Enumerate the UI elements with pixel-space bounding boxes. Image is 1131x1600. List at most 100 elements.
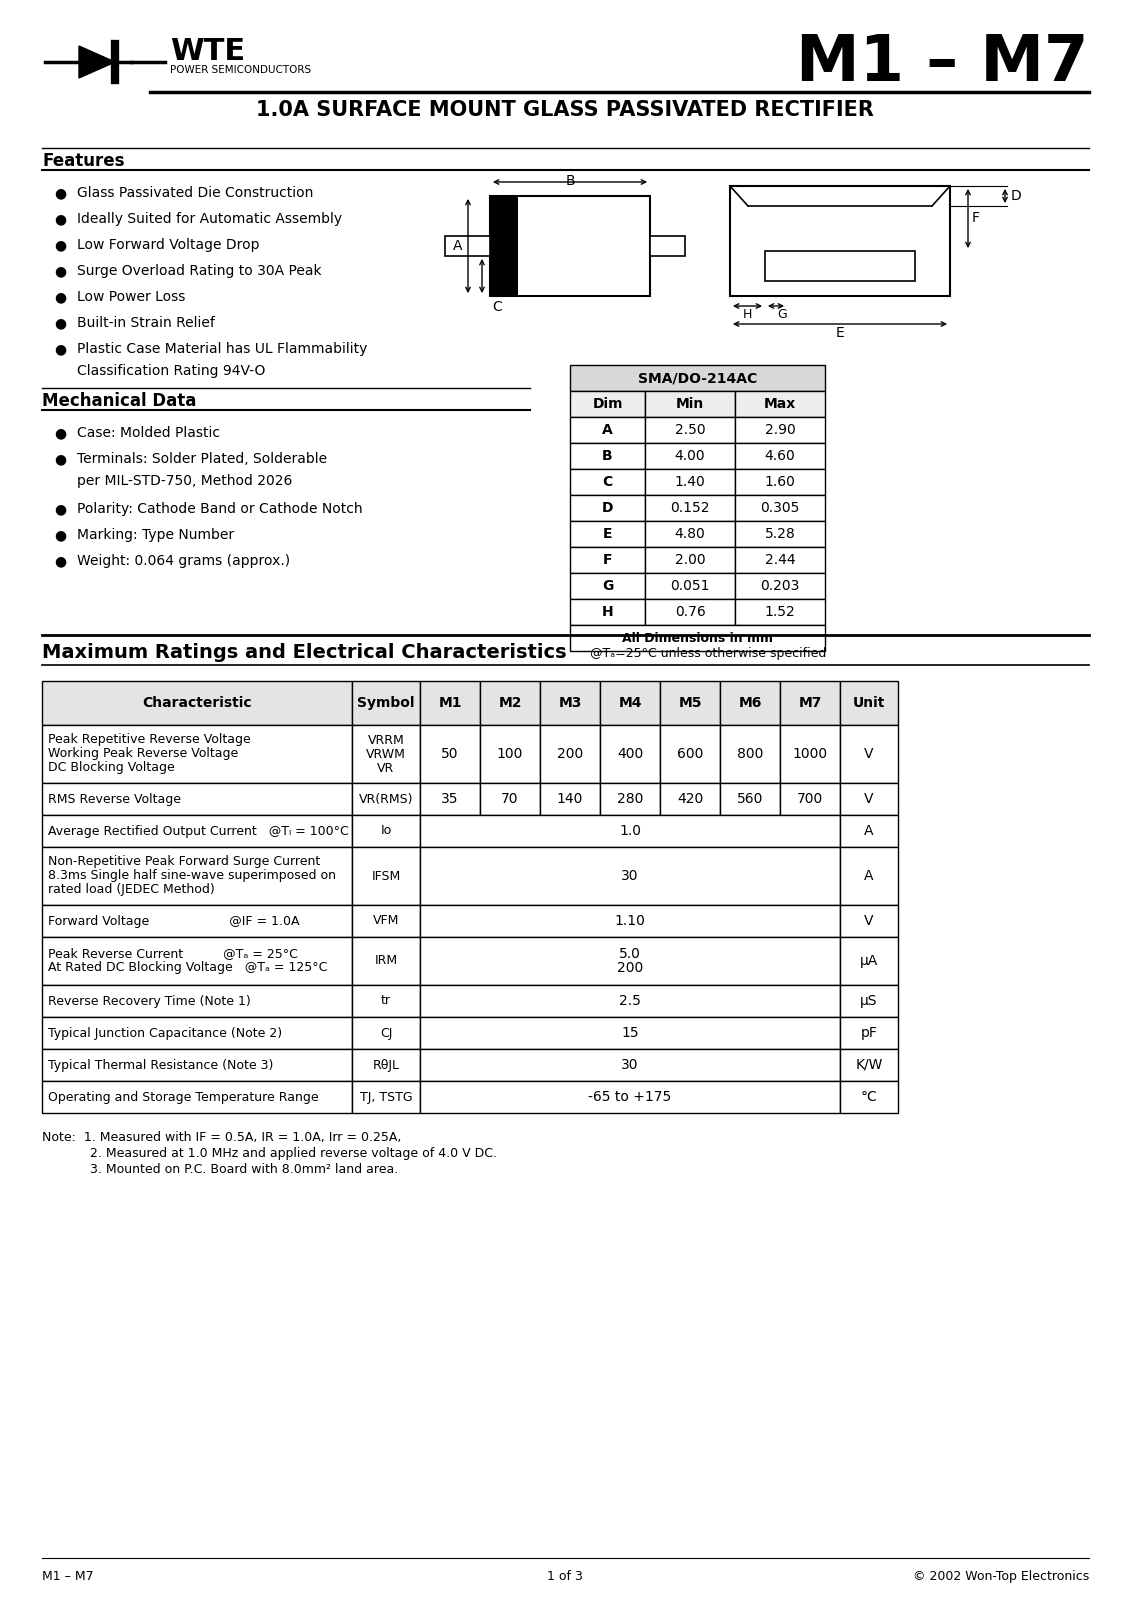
Text: Reverse Recovery Time (Note 1): Reverse Recovery Time (Note 1) (48, 995, 251, 1008)
Text: 0.051: 0.051 (671, 579, 710, 594)
Text: 0.203: 0.203 (760, 579, 800, 594)
Text: H: H (602, 605, 613, 619)
Bar (420, 906, 840, 938)
Text: 0.152: 0.152 (671, 501, 710, 515)
Text: ●: ● (54, 211, 66, 226)
Text: Ideally Suited for Automatic Assembly: Ideally Suited for Automatic Assembly (77, 211, 342, 226)
Text: 2.90: 2.90 (765, 422, 795, 437)
Bar (735, 598, 824, 626)
Bar (444, 235, 490, 256)
Text: ●: ● (54, 502, 66, 515)
Text: WTE: WTE (170, 37, 245, 66)
Text: Weight: 0.064 grams (approx.): Weight: 0.064 grams (approx.) (77, 554, 291, 568)
Bar (645, 547, 735, 573)
Text: M1 – M7: M1 – M7 (796, 32, 1089, 94)
Bar (480, 782, 539, 814)
Text: E: E (603, 526, 612, 541)
Text: M5: M5 (679, 696, 701, 710)
Text: Case: Molded Plastic: Case: Molded Plastic (77, 426, 221, 440)
Text: Glass Passivated Die Construction: Glass Passivated Die Construction (77, 186, 313, 200)
Bar (661, 725, 720, 782)
Bar (352, 814, 420, 846)
Text: 5.0: 5.0 (619, 947, 641, 962)
Bar (570, 522, 645, 547)
Bar (840, 1082, 898, 1114)
Text: ●: ● (54, 451, 66, 466)
Bar (490, 195, 518, 296)
Text: 700: 700 (797, 792, 823, 806)
Text: M1: M1 (438, 696, 461, 710)
Text: 15: 15 (621, 1026, 639, 1040)
Bar (735, 494, 824, 522)
Bar (420, 814, 840, 846)
Text: Low Power Loss: Low Power Loss (77, 290, 185, 304)
Text: V: V (864, 792, 874, 806)
Bar (42, 682, 352, 725)
Text: 200: 200 (556, 747, 584, 762)
Text: 1.40: 1.40 (674, 475, 706, 490)
Bar (735, 469, 824, 494)
Bar (352, 782, 420, 814)
Text: M3: M3 (559, 696, 581, 710)
Bar (420, 986, 840, 1018)
Bar (570, 494, 645, 522)
Text: Working Peak Reverse Voltage: Working Peak Reverse Voltage (48, 747, 239, 760)
Bar (765, 251, 915, 282)
Text: F: F (603, 554, 612, 566)
Text: 1.0A SURFACE MOUNT GLASS PASSIVATED RECTIFIER: 1.0A SURFACE MOUNT GLASS PASSIVATED RECT… (256, 99, 874, 120)
Bar (645, 494, 735, 522)
Bar (420, 682, 480, 725)
Bar (420, 725, 480, 782)
Bar (645, 598, 735, 626)
Bar (352, 938, 420, 986)
Text: DC Blocking Voltage: DC Blocking Voltage (48, 762, 175, 774)
Text: VFM: VFM (373, 915, 399, 928)
Bar (570, 626, 824, 651)
Text: 4.00: 4.00 (675, 450, 706, 462)
Bar (570, 443, 645, 469)
Text: 0.305: 0.305 (760, 501, 800, 515)
Bar (420, 1050, 840, 1082)
Bar (480, 682, 539, 725)
Bar (840, 986, 898, 1018)
Bar (352, 906, 420, 938)
Text: Non-Repetitive Peak Forward Surge Current: Non-Repetitive Peak Forward Surge Curren… (48, 856, 320, 869)
Bar (352, 1082, 420, 1114)
Text: D: D (1011, 189, 1021, 203)
Text: Note:  1. Measured with IF = 0.5A, IR = 1.0A, Irr = 0.25A,: Note: 1. Measured with IF = 0.5A, IR = 1… (42, 1131, 402, 1144)
Text: B: B (602, 450, 613, 462)
Bar (42, 1082, 352, 1114)
Bar (840, 814, 898, 846)
Text: Features: Features (42, 152, 124, 170)
Text: B: B (566, 174, 575, 187)
Text: M1 – M7: M1 – M7 (42, 1570, 94, 1582)
Bar (840, 725, 898, 782)
Bar (645, 443, 735, 469)
Text: Typical Thermal Resistance (Note 3): Typical Thermal Resistance (Note 3) (48, 1059, 274, 1072)
Bar (840, 1050, 898, 1082)
Text: 280: 280 (616, 792, 644, 806)
Bar (661, 782, 720, 814)
Text: VRWM: VRWM (366, 747, 406, 760)
Text: A: A (602, 422, 613, 437)
Text: VRRM: VRRM (368, 733, 405, 747)
Bar (840, 782, 898, 814)
Text: 200: 200 (616, 962, 644, 974)
Bar (840, 1018, 898, 1050)
Text: IFSM: IFSM (371, 869, 400, 883)
Text: F: F (972, 211, 979, 226)
Text: © 2002 Won-Top Electronics: © 2002 Won-Top Electronics (913, 1570, 1089, 1582)
Text: Operating and Storage Temperature Range: Operating and Storage Temperature Range (48, 1091, 319, 1104)
Text: M2: M2 (499, 696, 521, 710)
Text: Maximum Ratings and Electrical Characteristics: Maximum Ratings and Electrical Character… (42, 643, 567, 662)
Text: @Tₐ=25°C unless otherwise specified: @Tₐ=25°C unless otherwise specified (590, 646, 827, 659)
Bar (42, 1018, 352, 1050)
Polygon shape (79, 46, 115, 78)
Text: SMA/DO-214AC: SMA/DO-214AC (638, 371, 757, 386)
Text: 50: 50 (441, 747, 459, 762)
Bar (490, 195, 650, 296)
Bar (539, 725, 601, 782)
Text: °C: °C (861, 1090, 878, 1104)
Bar (735, 573, 824, 598)
Bar (352, 1050, 420, 1082)
